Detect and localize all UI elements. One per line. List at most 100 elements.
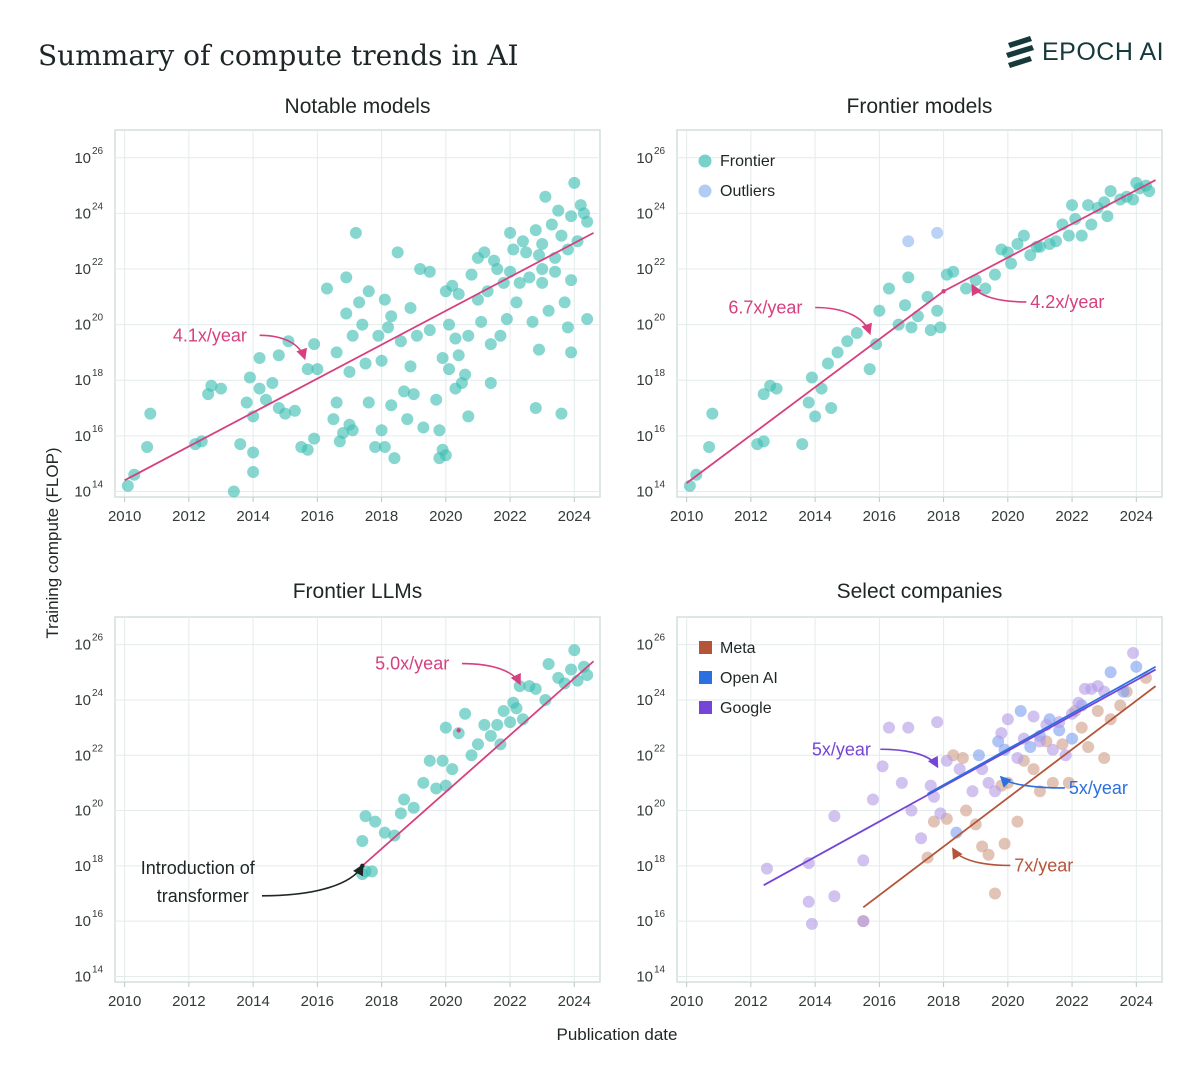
y-tick-exponent: 26	[654, 633, 666, 644]
data-point	[915, 832, 928, 845]
data-point	[330, 396, 343, 409]
x-tick-label: 2018	[927, 993, 960, 1010]
annotation-arrow	[461, 662, 521, 686]
data-point	[484, 338, 497, 351]
data-point	[497, 276, 510, 289]
data-point	[1024, 249, 1037, 262]
x-tick-label: 2024	[1120, 508, 1153, 525]
x-tick-label: 2020	[429, 993, 462, 1010]
data-point	[510, 702, 523, 715]
data-point	[500, 313, 513, 326]
x-tick-label: 2010	[108, 993, 141, 1010]
data-point	[995, 727, 1008, 740]
data-point	[979, 282, 992, 295]
y-tick-label: 10	[74, 968, 91, 985]
data-point	[568, 176, 581, 189]
annotation-arrow	[999, 775, 1065, 789]
y-tick-label: 10	[74, 637, 91, 654]
data-point	[404, 360, 417, 373]
data-point	[1069, 212, 1082, 225]
data-point	[375, 424, 388, 437]
legend-marker	[698, 154, 712, 168]
data-point	[802, 396, 815, 409]
data-point	[934, 807, 947, 820]
data-point	[536, 276, 549, 289]
data-point	[227, 485, 240, 498]
data-point	[703, 440, 716, 453]
data-point	[369, 440, 382, 453]
data-point	[433, 424, 446, 437]
legend-label: Open AI	[720, 670, 778, 687]
data-point	[529, 224, 542, 237]
data-point	[301, 363, 314, 376]
data-point	[1027, 710, 1040, 723]
data-point	[340, 271, 353, 284]
y-tick-exponent: 20	[654, 799, 666, 810]
data-point	[757, 388, 770, 401]
data-point	[542, 304, 555, 317]
data-point	[561, 243, 574, 256]
data-point	[462, 329, 475, 342]
data-point	[969, 274, 982, 287]
data-point	[471, 293, 484, 306]
y-axis-label: Training compute (FLOP)	[43, 447, 62, 638]
y-tick-label: 10	[636, 372, 653, 389]
x-tick-label: 2016	[863, 508, 896, 525]
panel-title: Frontier LLMs	[293, 580, 423, 603]
data-point	[1127, 646, 1140, 659]
plot-frame	[114, 616, 601, 983]
data-point	[243, 371, 256, 384]
y-tick-label: 10	[636, 913, 653, 930]
annotation-label: 5x/year	[1069, 778, 1128, 798]
y-tick-label: 10	[74, 858, 91, 875]
data-point	[821, 357, 834, 370]
annotation-label: transformer	[157, 886, 249, 906]
data-point	[1101, 210, 1114, 223]
data-point	[301, 443, 314, 456]
data-point	[516, 235, 529, 248]
data-point	[1062, 776, 1075, 789]
data-point	[394, 807, 407, 820]
data-point	[895, 776, 908, 789]
y-tick-exponent: 18	[654, 368, 666, 379]
trend-marker	[941, 289, 946, 294]
data-point	[565, 663, 578, 676]
y-tick-exponent: 14	[92, 479, 104, 490]
data-point	[1017, 229, 1030, 242]
x-tick-label: 2010	[670, 508, 703, 525]
data-point	[1011, 815, 1024, 828]
data-point	[982, 776, 995, 789]
legend-label: Meta	[720, 640, 756, 657]
data-point	[536, 237, 549, 250]
data-point	[443, 318, 456, 331]
data-point	[407, 801, 420, 814]
data-point	[532, 249, 545, 262]
y-tick-exponent: 18	[654, 854, 666, 865]
data-point	[1066, 199, 1079, 212]
y-tick-label: 10	[636, 747, 653, 764]
data-point	[311, 363, 324, 376]
annotation-label: 6.7x/year	[728, 298, 802, 318]
data-point	[459, 707, 472, 720]
data-point	[1127, 193, 1140, 206]
y-tick-exponent: 16	[654, 909, 666, 920]
x-tick-label: 2022	[493, 993, 526, 1010]
data-point	[240, 396, 253, 409]
y-tick-label: 10	[74, 803, 91, 820]
data-point	[899, 299, 912, 312]
data-point	[382, 321, 395, 334]
x-tick-label: 2016	[301, 993, 334, 1010]
legend-label: Google	[720, 700, 772, 717]
data-point	[905, 321, 918, 334]
y-tick-exponent: 22	[654, 743, 666, 754]
data-point	[526, 315, 539, 328]
data-point	[1098, 752, 1111, 765]
y-tick-label: 10	[636, 261, 653, 278]
x-tick-label: 2012	[172, 993, 205, 1010]
data-point	[1082, 199, 1095, 212]
data-point	[911, 310, 924, 323]
data-point	[349, 226, 362, 239]
annotation-label: 5x/year	[812, 739, 871, 759]
data-point	[320, 282, 333, 295]
data-point	[757, 435, 770, 448]
